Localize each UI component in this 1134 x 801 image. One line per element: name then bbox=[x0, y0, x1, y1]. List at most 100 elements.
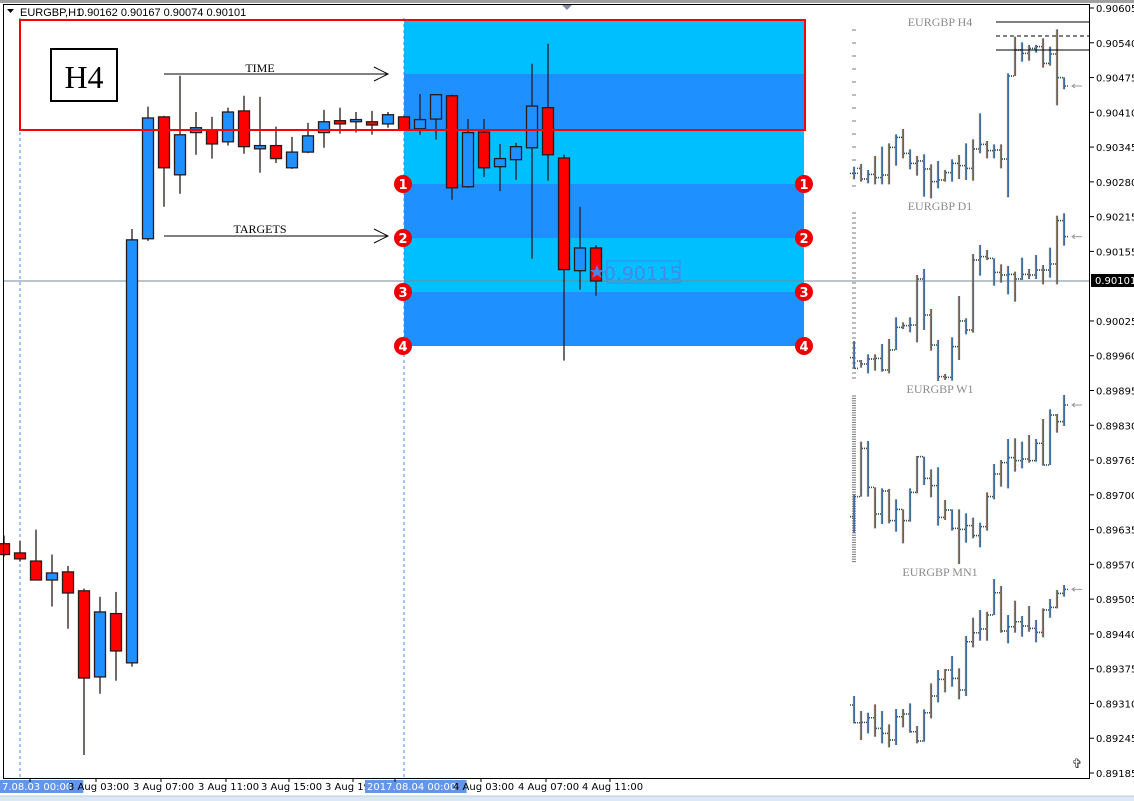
candle[interactable] bbox=[45, 554, 59, 607]
ohlc-bar bbox=[927, 309, 935, 351]
ohlc-bar bbox=[983, 611, 991, 641]
target-marker-3-right[interactable] bbox=[795, 283, 813, 301]
ohlc-bar bbox=[850, 341, 858, 370]
target-marker-4-right[interactable] bbox=[795, 337, 813, 355]
candle[interactable] bbox=[13, 541, 27, 562]
candle[interactable] bbox=[381, 112, 395, 128]
candle-body-bull bbox=[93, 611, 107, 678]
time-tick-label: 2017.08.04 00:00 bbox=[367, 782, 456, 793]
candle[interactable] bbox=[0, 535, 11, 557]
ohlc-bar bbox=[976, 610, 984, 641]
candle[interactable] bbox=[557, 154, 571, 361]
h4-candle-frame[interactable] bbox=[19, 19, 806, 131]
price-tick-label: 0.90410 bbox=[1096, 108, 1134, 119]
candle[interactable] bbox=[269, 126, 283, 163]
target-marker-4-left[interactable] bbox=[394, 337, 412, 355]
candle[interactable] bbox=[445, 94, 459, 200]
candle-body-bear bbox=[109, 612, 123, 652]
arrow-head-icon bbox=[373, 228, 390, 244]
candle[interactable] bbox=[237, 95, 251, 154]
window-bottom-bar bbox=[0, 796, 1134, 801]
candle[interactable] bbox=[285, 136, 299, 169]
target-marker-3-left[interactable] bbox=[394, 283, 412, 301]
mini-chart-title: EURGBP D1 bbox=[908, 199, 973, 213]
ohlc-bar bbox=[1018, 42, 1026, 62]
ohlc-bar bbox=[983, 141, 991, 159]
ohlc-bar bbox=[976, 245, 984, 276]
candle-body-bull bbox=[429, 94, 443, 120]
ohlc-bar bbox=[864, 170, 872, 184]
zone-band-dark bbox=[404, 184, 804, 238]
candle[interactable] bbox=[221, 107, 235, 146]
candle[interactable] bbox=[509, 142, 523, 180]
mini-chart-d1[interactable]: EURGBP D1 bbox=[850, 199, 1082, 381]
target-marker-2-left[interactable] bbox=[394, 229, 412, 247]
candle[interactable] bbox=[429, 94, 443, 140]
ohlc-bar bbox=[1025, 45, 1033, 61]
ohlc-bar bbox=[962, 636, 970, 697]
star-icon bbox=[590, 265, 604, 278]
candle[interactable] bbox=[397, 115, 411, 131]
mini-chart-w1[interactable]: EURGBP W1 bbox=[850, 382, 1082, 564]
candle[interactable] bbox=[141, 106, 155, 241]
ohlc-bar bbox=[864, 354, 872, 374]
price-axis[interactable]: 0.90605 0.90540 0.90475 0.90410 0.90345 0.902… bbox=[1090, 4, 1134, 780]
candle[interactable] bbox=[205, 116, 219, 159]
candle[interactable] bbox=[189, 112, 203, 155]
candle[interactable] bbox=[253, 96, 267, 173]
mini-chart-h4[interactable]: EURGBP H4 bbox=[850, 15, 1090, 199]
candle[interactable] bbox=[301, 122, 315, 154]
target-marker-1-left[interactable] bbox=[394, 175, 412, 193]
candle[interactable] bbox=[525, 63, 539, 259]
ohlc-bar bbox=[1018, 616, 1026, 637]
ohlc-bar bbox=[990, 579, 998, 616]
candle[interactable] bbox=[173, 75, 187, 194]
cross-cursor-icon[interactable]: ✞ bbox=[1072, 757, 1083, 772]
candle-body-bull bbox=[493, 157, 507, 168]
candle[interactable] bbox=[125, 229, 139, 667]
time-tick-label: 3 Aug 03:00 bbox=[68, 782, 129, 793]
chart-shift-marker-icon[interactable] bbox=[562, 5, 572, 10]
candle[interactable] bbox=[573, 206, 587, 290]
candle[interactable] bbox=[365, 110, 379, 135]
price-tick-label: 0.90280 bbox=[1096, 178, 1134, 189]
price-tick-label: 0.90025 bbox=[1096, 317, 1134, 328]
candle[interactable] bbox=[493, 143, 507, 192]
price-label-box[interactable] bbox=[606, 260, 681, 284]
time-axis[interactable]: 7.08.03 00:003 Aug 03:00 3 Aug 07:00 3 Aug… bbox=[0, 778, 643, 793]
price-tick-label: 0.89895 bbox=[1096, 387, 1134, 398]
candle-body-bull bbox=[253, 144, 267, 150]
target-marker-2-right[interactable] bbox=[795, 229, 813, 247]
ohlc-bar bbox=[1046, 599, 1054, 618]
candle[interactable] bbox=[109, 591, 123, 681]
time-tick-label: 4 Aug 11:00 bbox=[582, 782, 643, 793]
triangle-down-icon[interactable] bbox=[7, 9, 14, 13]
ohlc-bar bbox=[934, 670, 942, 703]
ohlc-bar bbox=[885, 489, 893, 524]
zone-band-light bbox=[404, 20, 804, 74]
target-zone[interactable] bbox=[404, 20, 804, 346]
ohlc-bar bbox=[1025, 606, 1033, 632]
candle[interactable] bbox=[77, 588, 91, 755]
ohlc-bar bbox=[1053, 29, 1061, 106]
candle[interactable] bbox=[413, 94, 427, 135]
candle[interactable] bbox=[317, 109, 331, 148]
candle[interactable] bbox=[477, 119, 491, 177]
mini-chart-mn1[interactable]: EURGBP MN1 bbox=[850, 565, 1082, 748]
target-marker-1-right[interactable] bbox=[795, 175, 813, 193]
ohlc-bar bbox=[976, 113, 984, 154]
candle[interactable] bbox=[29, 529, 43, 581]
candle[interactable] bbox=[93, 596, 107, 694]
target-number: 4 bbox=[799, 340, 808, 355]
target-number: 1 bbox=[398, 178, 407, 193]
ohlc-bar bbox=[1039, 38, 1047, 68]
ohlc-bar bbox=[913, 455, 921, 494]
price-tick-label: 0.89505 bbox=[1096, 595, 1134, 606]
candle-body-bear bbox=[477, 131, 491, 169]
candle[interactable] bbox=[61, 565, 75, 629]
candle[interactable] bbox=[541, 43, 555, 181]
candle-body-bull bbox=[381, 114, 395, 125]
ohlc-bar bbox=[962, 143, 970, 180]
time-tick-label: 4 Aug 07:00 bbox=[518, 782, 579, 793]
